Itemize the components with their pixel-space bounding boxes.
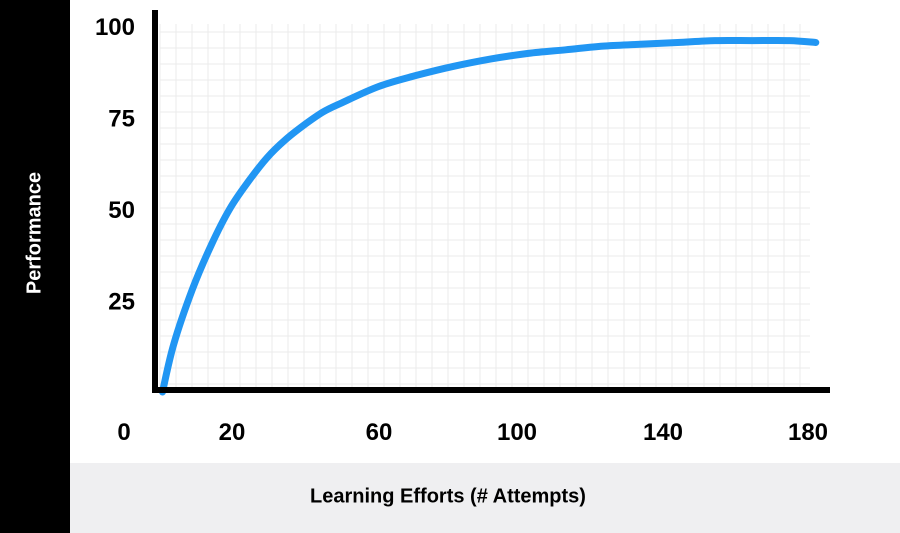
- y-tick-label: 25: [108, 289, 135, 316]
- y-tick-label: 50: [108, 197, 135, 224]
- x-tick-label: 0: [117, 419, 130, 446]
- y-axis-label-band: [0, 0, 70, 533]
- x-tick-labels: 0 20 60 100 140 180: [117, 419, 828, 446]
- series-line-0: [159, 36, 820, 396]
- x-tick-label: 20: [219, 419, 246, 446]
- x-tick-label: 100: [497, 419, 537, 446]
- y-tick-labels: 25 50 75 100: [95, 14, 135, 316]
- grid: [159, 24, 810, 388]
- y-tick-label: 75: [108, 106, 135, 133]
- x-axis-label: Learning Efforts (# Attempts): [310, 485, 586, 508]
- x-tick-label: 60: [366, 419, 393, 446]
- y-tick-label: 100: [95, 14, 135, 41]
- x-tick-label: 140: [643, 419, 683, 446]
- series-group: [159, 36, 820, 396]
- x-tick-label: 180: [788, 419, 828, 446]
- x-axis-label-band: [70, 463, 900, 533]
